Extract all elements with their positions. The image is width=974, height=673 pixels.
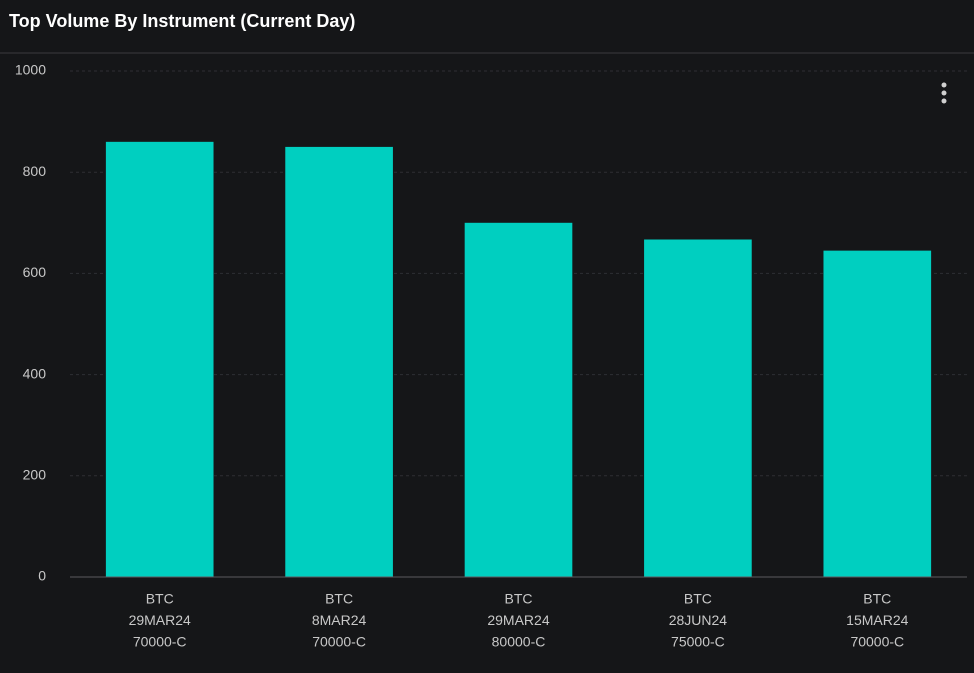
x-tick-label: 70000-C (850, 634, 904, 650)
menu-dot (941, 90, 947, 96)
bar (464, 222, 573, 578)
y-tick-label: 0 (38, 568, 46, 584)
menu-dot (941, 82, 947, 88)
x-tick-label: 29MAR24 (129, 612, 191, 628)
x-tick-label: BTC (684, 591, 712, 607)
x-tick-label: BTC (863, 591, 891, 607)
bar (285, 146, 393, 577)
x-tick-label: 75000-C (671, 634, 725, 650)
y-tick-label: 600 (23, 264, 47, 280)
x-tick-label: BTC (325, 591, 353, 607)
x-tick-label: BTC (505, 591, 533, 607)
x-tick-label: 80000-C (492, 634, 546, 650)
y-tick-label: 800 (23, 163, 47, 179)
x-tick-label: 29MAR24 (487, 612, 549, 628)
y-tick-label: 400 (23, 365, 47, 381)
bar (823, 250, 932, 577)
x-tick-label: BTC (146, 591, 174, 607)
menu-button[interactable] (941, 82, 947, 104)
x-tick-label: 70000-C (312, 634, 366, 650)
y-tick-label: 200 (23, 467, 47, 483)
chart-title: Top Volume By Instrument (Current Day) (9, 11, 355, 31)
x-tick-label: 15MAR24 (846, 612, 908, 628)
bar (644, 239, 752, 578)
bar (105, 141, 214, 577)
y-tick-label: 1000 (15, 62, 46, 78)
x-tick-label: 28JUN24 (669, 612, 728, 628)
x-tick-label: 8MAR24 (312, 612, 367, 628)
menu-dot (941, 98, 947, 104)
x-tick-label: 70000-C (133, 634, 187, 650)
